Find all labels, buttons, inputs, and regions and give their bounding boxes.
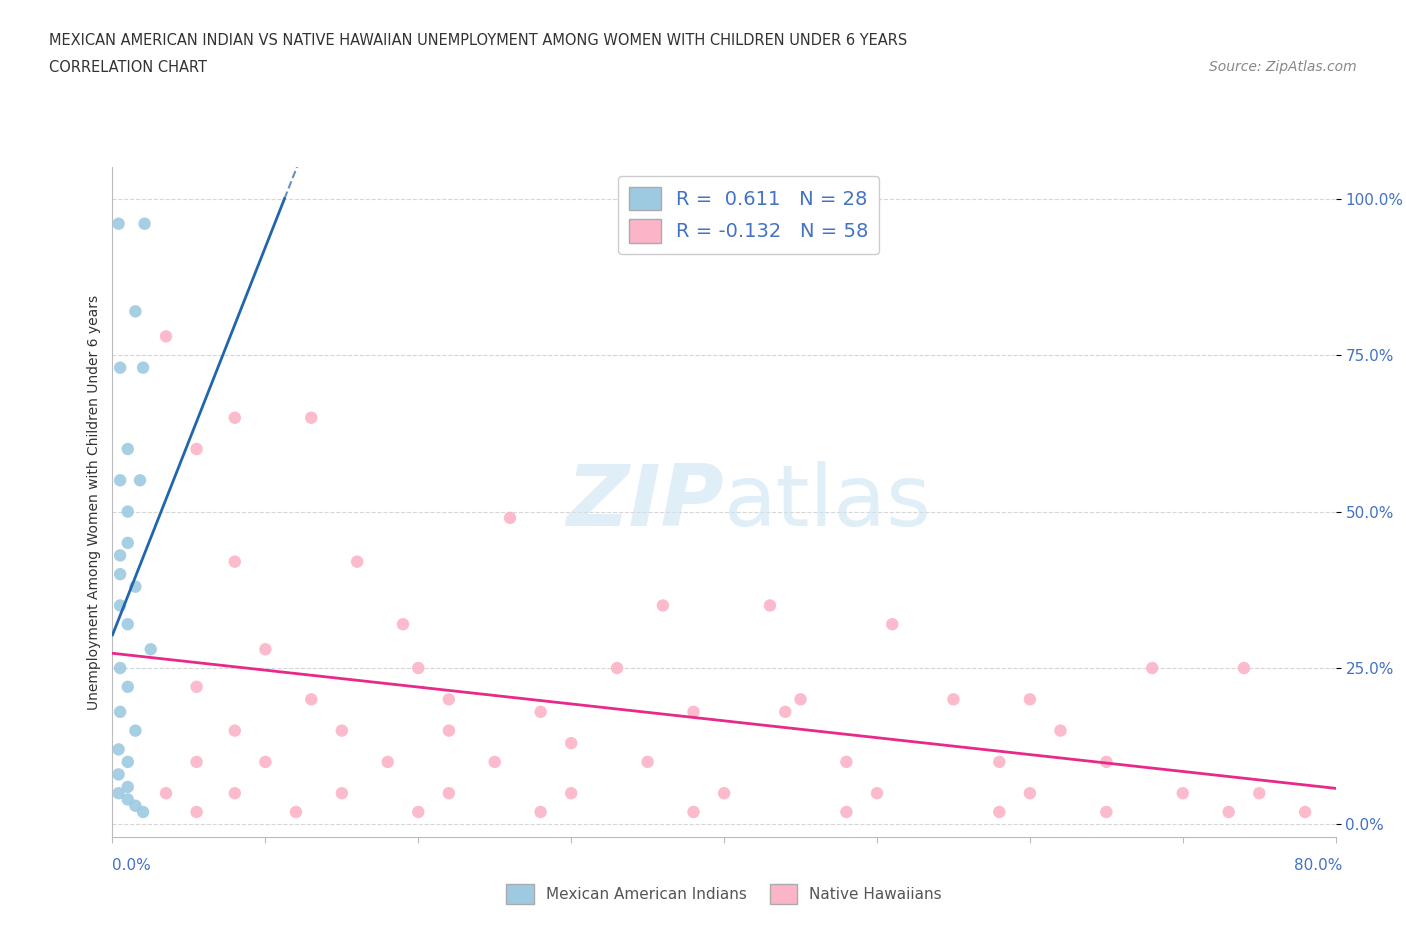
- Point: [224, 410, 246, 425]
- Point: [330, 724, 353, 738]
- Point: [117, 536, 139, 551]
- Point: [186, 754, 208, 769]
- Legend: Mexican American Indians, Native Hawaiians: Mexican American Indians, Native Hawaiia…: [501, 878, 948, 910]
- Point: [1294, 804, 1316, 819]
- Point: [346, 554, 368, 569]
- Point: [108, 660, 131, 675]
- Point: [882, 617, 904, 631]
- Point: [713, 786, 735, 801]
- Text: 80.0%: 80.0%: [1295, 857, 1343, 872]
- Point: [392, 617, 415, 631]
- Point: [117, 504, 139, 519]
- Point: [107, 767, 129, 782]
- Point: [107, 742, 129, 757]
- Point: [835, 804, 858, 819]
- Point: [437, 724, 460, 738]
- Point: [224, 786, 246, 801]
- Point: [1171, 786, 1194, 801]
- Point: [186, 680, 208, 695]
- Point: [299, 410, 322, 425]
- Text: Source: ZipAtlas.com: Source: ZipAtlas.com: [1209, 60, 1357, 74]
- Point: [1018, 692, 1040, 707]
- Point: [254, 642, 277, 657]
- Point: [117, 779, 139, 794]
- Point: [117, 754, 139, 769]
- Point: [108, 704, 131, 719]
- Point: [107, 217, 129, 232]
- Point: [1095, 804, 1118, 819]
- Point: [284, 804, 308, 819]
- Point: [186, 804, 208, 819]
- Point: [1095, 754, 1118, 769]
- Point: [682, 704, 704, 719]
- Point: [866, 786, 889, 801]
- Text: atlas: atlas: [724, 460, 932, 544]
- Point: [129, 472, 152, 487]
- Point: [124, 304, 146, 319]
- Point: [330, 786, 353, 801]
- Point: [1218, 804, 1240, 819]
- Text: ZIP: ZIP: [567, 460, 724, 544]
- Point: [1142, 660, 1164, 675]
- Point: [132, 360, 155, 375]
- Text: MEXICAN AMERICAN INDIAN VS NATIVE HAWAIIAN UNEMPLOYMENT AMONG WOMEN WITH CHILDRE: MEXICAN AMERICAN INDIAN VS NATIVE HAWAII…: [49, 33, 907, 47]
- Point: [1233, 660, 1256, 675]
- Point: [835, 754, 858, 769]
- Point: [108, 472, 131, 487]
- Point: [108, 548, 131, 563]
- Point: [108, 566, 131, 581]
- Point: [606, 660, 628, 675]
- Point: [560, 786, 582, 801]
- Point: [124, 579, 146, 594]
- Text: CORRELATION CHART: CORRELATION CHART: [49, 60, 207, 75]
- Point: [1049, 724, 1071, 738]
- Text: 0.0%: 0.0%: [112, 857, 152, 872]
- Point: [988, 754, 1011, 769]
- Point: [652, 598, 675, 613]
- Point: [117, 680, 139, 695]
- Point: [155, 786, 177, 801]
- Point: [155, 329, 177, 344]
- Point: [108, 598, 131, 613]
- Point: [1249, 786, 1271, 801]
- Point: [107, 786, 129, 801]
- Point: [117, 617, 139, 631]
- Point: [117, 792, 139, 807]
- Point: [942, 692, 965, 707]
- Point: [560, 736, 582, 751]
- Point: [132, 804, 155, 819]
- Point: [134, 217, 156, 232]
- Point: [186, 442, 208, 457]
- Point: [254, 754, 277, 769]
- Point: [773, 704, 796, 719]
- Point: [124, 724, 146, 738]
- Point: [117, 442, 139, 457]
- Point: [408, 804, 430, 819]
- Point: [224, 554, 246, 569]
- Point: [377, 754, 399, 769]
- Point: [108, 360, 131, 375]
- Point: [124, 798, 146, 813]
- Point: [529, 804, 551, 819]
- Point: [299, 692, 322, 707]
- Point: [682, 804, 704, 819]
- Point: [529, 704, 551, 719]
- Point: [1018, 786, 1040, 801]
- Point: [139, 642, 162, 657]
- Point: [437, 786, 460, 801]
- Point: [224, 724, 246, 738]
- Point: [637, 754, 659, 769]
- Y-axis label: Unemployment Among Women with Children Under 6 years: Unemployment Among Women with Children U…: [87, 295, 101, 710]
- Point: [484, 754, 506, 769]
- Point: [759, 598, 782, 613]
- Point: [789, 692, 811, 707]
- Point: [499, 511, 522, 525]
- Point: [988, 804, 1011, 819]
- Point: [437, 692, 460, 707]
- Point: [408, 660, 430, 675]
